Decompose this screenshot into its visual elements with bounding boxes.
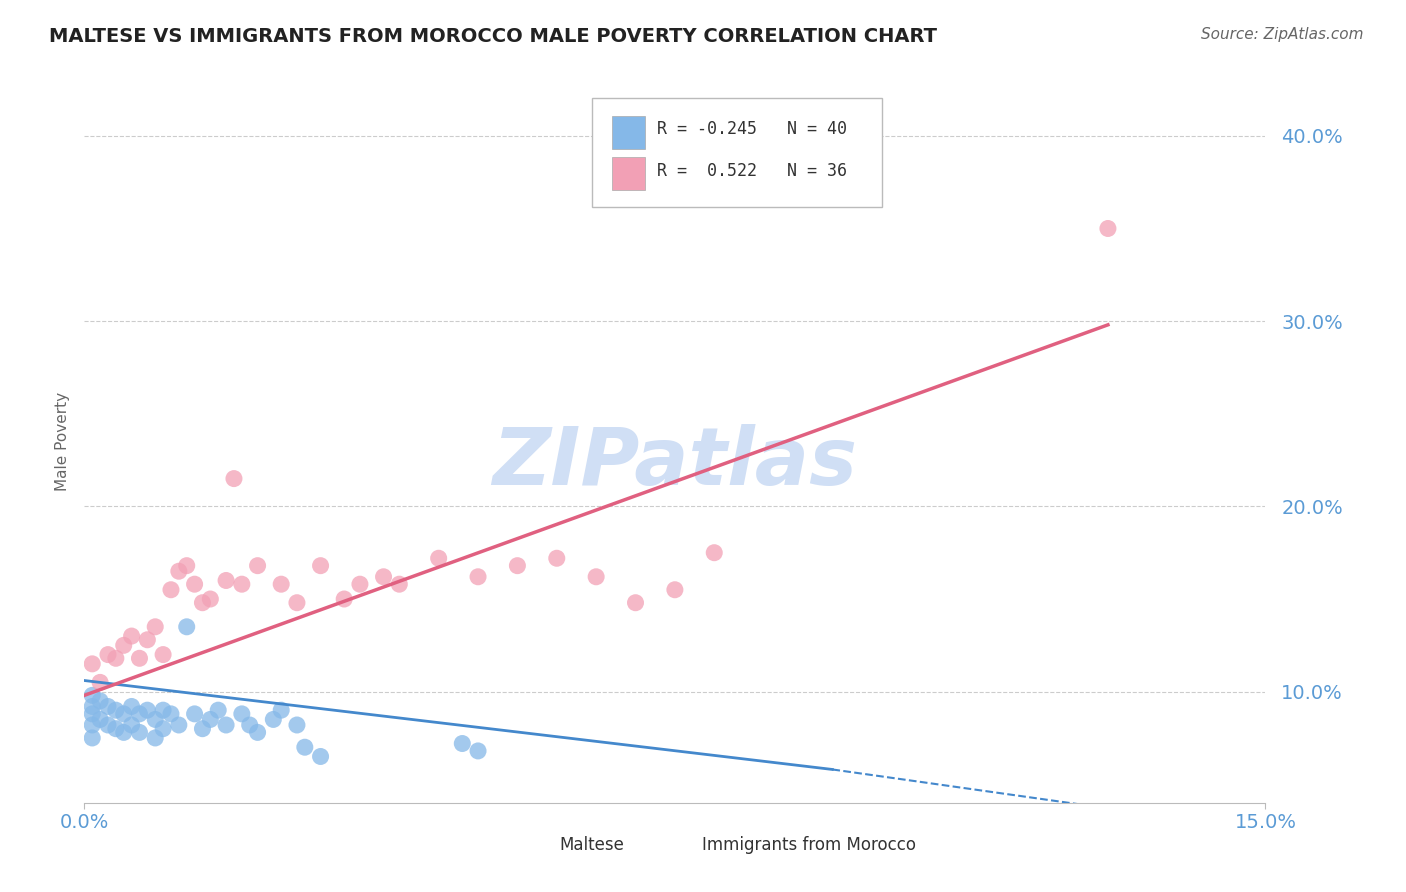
Point (152, 703, 174, 717)
Point (128, 725, 150, 739)
Point (207, 703, 229, 717)
Point (215, 718, 238, 732)
Text: MALTESE VS IMMIGRANTS FROM MOROCCO MALE POVERTY CORRELATION CHART: MALTESE VS IMMIGRANTS FROM MOROCCO MALE … (49, 27, 938, 45)
Point (239, 718, 262, 732)
Y-axis label: Male Poverty: Male Poverty (55, 392, 70, 491)
Point (112, 706, 135, 721)
Point (270, 577, 292, 591)
Point (82, 718, 104, 732)
FancyBboxPatch shape (671, 831, 696, 858)
Text: Immigrants from Morocco: Immigrants from Morocco (702, 836, 917, 854)
FancyBboxPatch shape (612, 157, 645, 191)
Point (246, 725, 269, 739)
Point (270, 703, 292, 717)
Point (97, 699, 120, 714)
Point (309, 558, 332, 573)
Point (160, 582, 183, 597)
Point (349, 577, 371, 591)
Point (121, 699, 143, 714)
Point (97, 718, 120, 732)
Point (112, 638, 135, 652)
Point (183, 706, 205, 721)
Point (128, 651, 150, 665)
Point (160, 706, 183, 721)
Point (294, 740, 316, 755)
Point (546, 551, 568, 566)
Point (467, 570, 489, 584)
Point (373, 570, 395, 584)
Point (89, 694, 111, 708)
Text: ZIPatlas: ZIPatlas (492, 425, 858, 502)
Point (143, 620, 166, 634)
Point (152, 722, 174, 736)
Point (104, 722, 127, 736)
Point (231, 577, 253, 591)
Point (183, 577, 205, 591)
Point (143, 731, 166, 745)
Point (82, 689, 104, 703)
Point (624, 596, 647, 610)
Point (176, 558, 198, 573)
Point (191, 596, 214, 610)
Point (200, 713, 222, 727)
Point (82, 731, 104, 745)
Point (451, 737, 474, 751)
Point (167, 718, 190, 732)
Text: Maltese: Maltese (560, 836, 624, 854)
Point (309, 749, 332, 764)
Text: Source: ZipAtlas.com: Source: ZipAtlas.com (1201, 27, 1364, 42)
Point (333, 592, 356, 607)
Point (82, 699, 104, 714)
Point (467, 744, 489, 758)
Text: R =  0.522   N = 36: R = 0.522 N = 36 (657, 161, 848, 179)
FancyBboxPatch shape (592, 98, 882, 207)
Point (703, 546, 725, 560)
Point (89, 713, 111, 727)
Point (246, 558, 269, 573)
Point (176, 620, 198, 634)
FancyBboxPatch shape (612, 115, 645, 149)
Point (215, 574, 238, 588)
Point (231, 706, 253, 721)
Point (143, 713, 166, 727)
Point (664, 582, 686, 597)
Point (427, 551, 450, 566)
Point (200, 592, 222, 607)
Point (167, 564, 190, 578)
Point (112, 725, 135, 739)
Point (128, 706, 150, 721)
Point (222, 472, 245, 486)
Point (89, 675, 111, 690)
Point (388, 577, 411, 591)
FancyBboxPatch shape (527, 831, 553, 858)
Point (104, 703, 127, 717)
Point (285, 596, 308, 610)
Text: R = -0.245   N = 40: R = -0.245 N = 40 (657, 120, 848, 138)
Point (191, 722, 214, 736)
Point (97, 648, 120, 662)
Point (285, 718, 308, 732)
Point (152, 648, 174, 662)
Point (121, 629, 143, 643)
Point (82, 657, 104, 671)
Point (82, 706, 104, 721)
Point (585, 570, 607, 584)
Point (136, 632, 159, 647)
Point (262, 713, 284, 727)
Point (1097, 221, 1119, 235)
Point (136, 703, 159, 717)
Point (104, 651, 127, 665)
Point (121, 718, 143, 732)
Point (506, 558, 529, 573)
